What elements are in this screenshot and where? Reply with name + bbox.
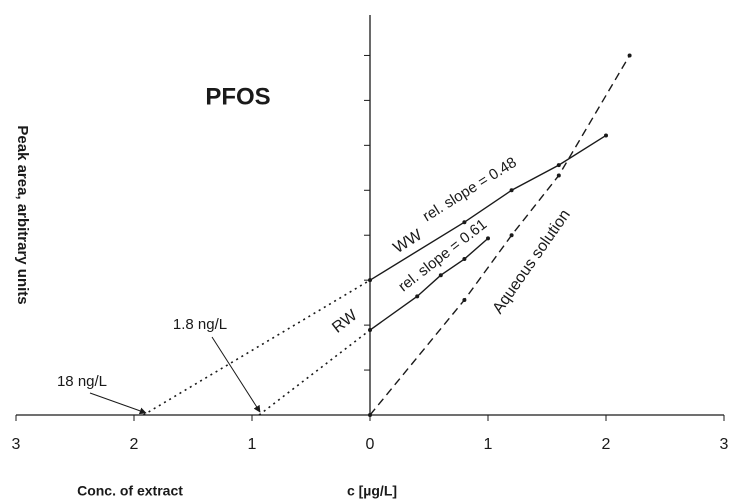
data-point — [415, 294, 420, 299]
data-point — [462, 257, 467, 262]
x-tick-label: 0 — [366, 436, 375, 453]
x-tick-label: 1 — [484, 436, 493, 453]
x-axis-label-left: Conc. of extract — [77, 483, 183, 499]
annotation: 18 ng/L — [57, 373, 107, 390]
data-point — [604, 133, 608, 138]
data-point — [368, 328, 372, 333]
data-point — [368, 278, 372, 283]
data-point — [556, 163, 561, 168]
data-point — [486, 236, 490, 241]
extrapolation-line — [143, 279, 371, 416]
series-line — [369, 237, 489, 331]
chart-title: PFOS — [205, 83, 270, 110]
data-point — [627, 53, 632, 58]
x-axis-label: c [µg/L] — [347, 483, 397, 499]
x-tick-label: 1 — [248, 436, 257, 453]
data-point — [509, 188, 514, 193]
annotation: 1.8 ng/L — [173, 316, 227, 333]
data-point — [462, 297, 467, 302]
data-point — [438, 273, 443, 278]
x-tick-label: 3 — [12, 436, 21, 453]
data-point — [556, 173, 561, 178]
series-label: Aqueous solution — [490, 207, 574, 317]
extrapolation-line — [258, 329, 371, 416]
annotation: rel. slope = 0.48 — [420, 154, 520, 225]
arrow — [89, 392, 147, 415]
x-tick-label: 3 — [720, 436, 729, 453]
data-point — [368, 413, 372, 417]
series-line — [369, 134, 607, 281]
data-point — [509, 233, 514, 238]
arrow — [211, 336, 261, 413]
data-point — [462, 220, 467, 225]
series-label: WW — [391, 226, 426, 257]
x-tick-label: 2 — [130, 436, 139, 453]
series-label: RW — [329, 306, 361, 336]
x-tick-label: 2 — [602, 436, 611, 453]
y-axis-label: Peak area, arbitrary units — [14, 125, 31, 304]
